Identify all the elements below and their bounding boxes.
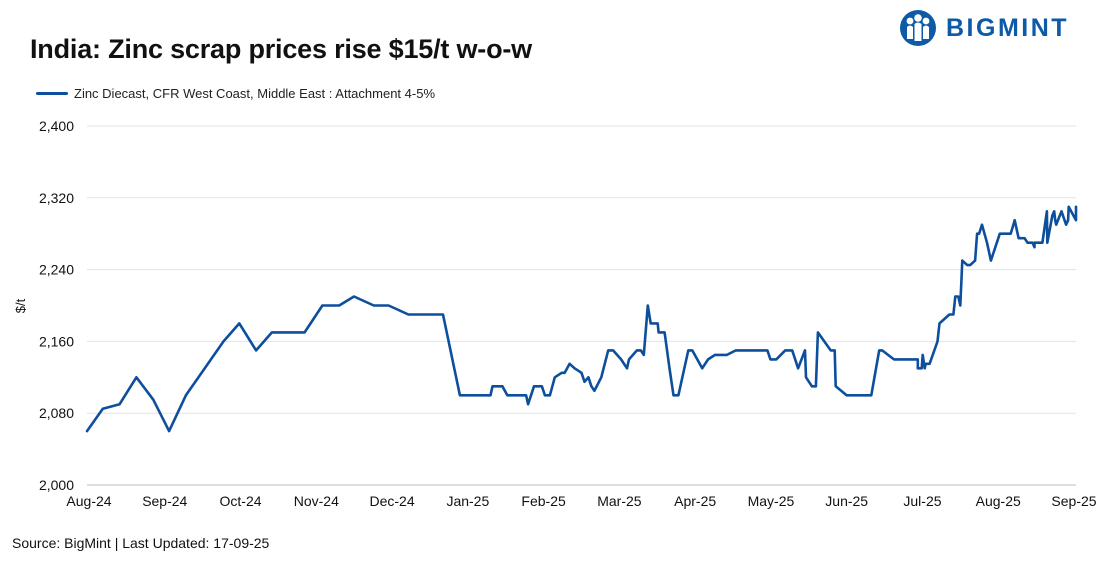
chart-title: India: Zinc scrap prices rise $15/t w-o-… [30,34,532,64]
x-tick-label: Jan-25 [446,493,489,509]
y-tick-label: 2,240 [39,262,74,278]
y-tick-label: 2,080 [39,405,74,421]
x-tick-label: Dec-24 [370,493,415,509]
x-tick-label: Sep-24 [142,493,187,509]
x-tick-label: Nov-24 [294,493,339,509]
bigmint-people-logo-icon [900,10,936,46]
x-tick-label: Feb-25 [521,493,566,509]
source-note: Source: BigMint | Last Updated: 17-09-25 [12,535,270,551]
legend-swatch [36,92,68,95]
x-tick-label: Oct-24 [220,493,262,509]
x-tick-label: Sep-25 [1051,493,1096,509]
gridlines [87,125,1076,486]
brand-name: BIGMINT [946,13,1070,42]
y-axis-label: $/t [13,298,28,313]
x-tick-label: Jul-25 [903,493,941,509]
series-line [85,205,1078,433]
y-axis: 2,000 2,080 2,160 2,240 2,320 2,400 [39,118,74,493]
y-tick-label: 2,000 [39,477,74,493]
x-tick-label: Apr-25 [674,493,716,509]
y-tick-label: 2,160 [39,333,74,349]
x-tick-label: Jun-25 [825,493,868,509]
x-tick-label: May-25 [748,493,795,509]
x-tick-label: Aug-25 [976,493,1021,509]
x-tick-label: Mar-25 [597,493,642,509]
y-tick-label: 2,320 [39,190,74,206]
x-axis: Aug-24 Sep-24 Oct-24 Nov-24 Dec-24 Jan-25 Feb-… [66,493,1096,509]
x-tick-label: Aug-24 [66,493,111,509]
brand-logo: BIGMINT [898,8,1090,48]
legend-label: Zinc Diecast, CFR West Coast, Middle Eas… [74,86,435,101]
y-tick-label: 2,400 [39,118,74,134]
legend: Zinc Diecast, CFR West Coast, Middle Eas… [36,86,435,101]
series-layer [85,205,1078,433]
